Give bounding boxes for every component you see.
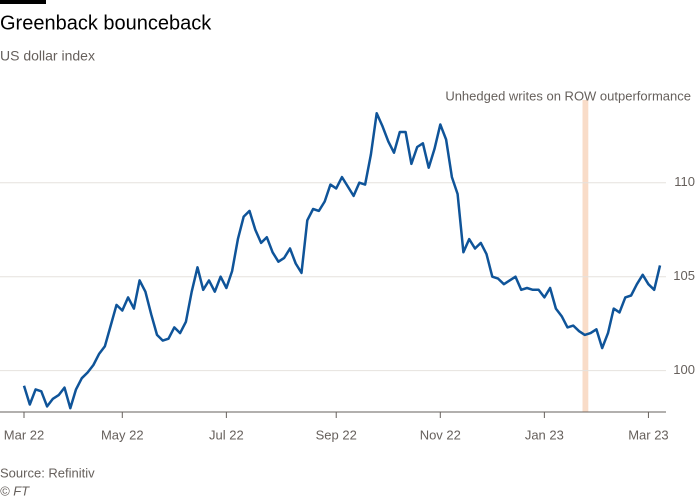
credit: © FT [0, 483, 30, 498]
line-series [22, 111, 662, 410]
x-tick-label: Jul 22 [209, 427, 244, 442]
x-tick-label: Mar 22 [4, 427, 44, 442]
chart-title: Greenback bounceback [0, 12, 212, 34]
source: Source: Refinitiv [0, 465, 95, 480]
y-tick-label: 105 [673, 268, 695, 283]
annotation: Unhedged writes on ROW outperformance [445, 88, 691, 103]
x-tick-label: May 22 [101, 427, 144, 442]
brand-bar [0, 0, 46, 4]
x-tick-label: Nov 22 [420, 427, 461, 442]
x-tick-label: Mar 23 [628, 427, 668, 442]
y-tick-label: 100 [673, 362, 695, 377]
chart-subtitle: US dollar index [0, 48, 95, 64]
y-tick-label: 110 [674, 174, 695, 189]
highlight-band [582, 100, 589, 412]
x-tick-label: Jan 23 [525, 427, 564, 442]
x-tick-label: Sep 22 [316, 427, 357, 442]
